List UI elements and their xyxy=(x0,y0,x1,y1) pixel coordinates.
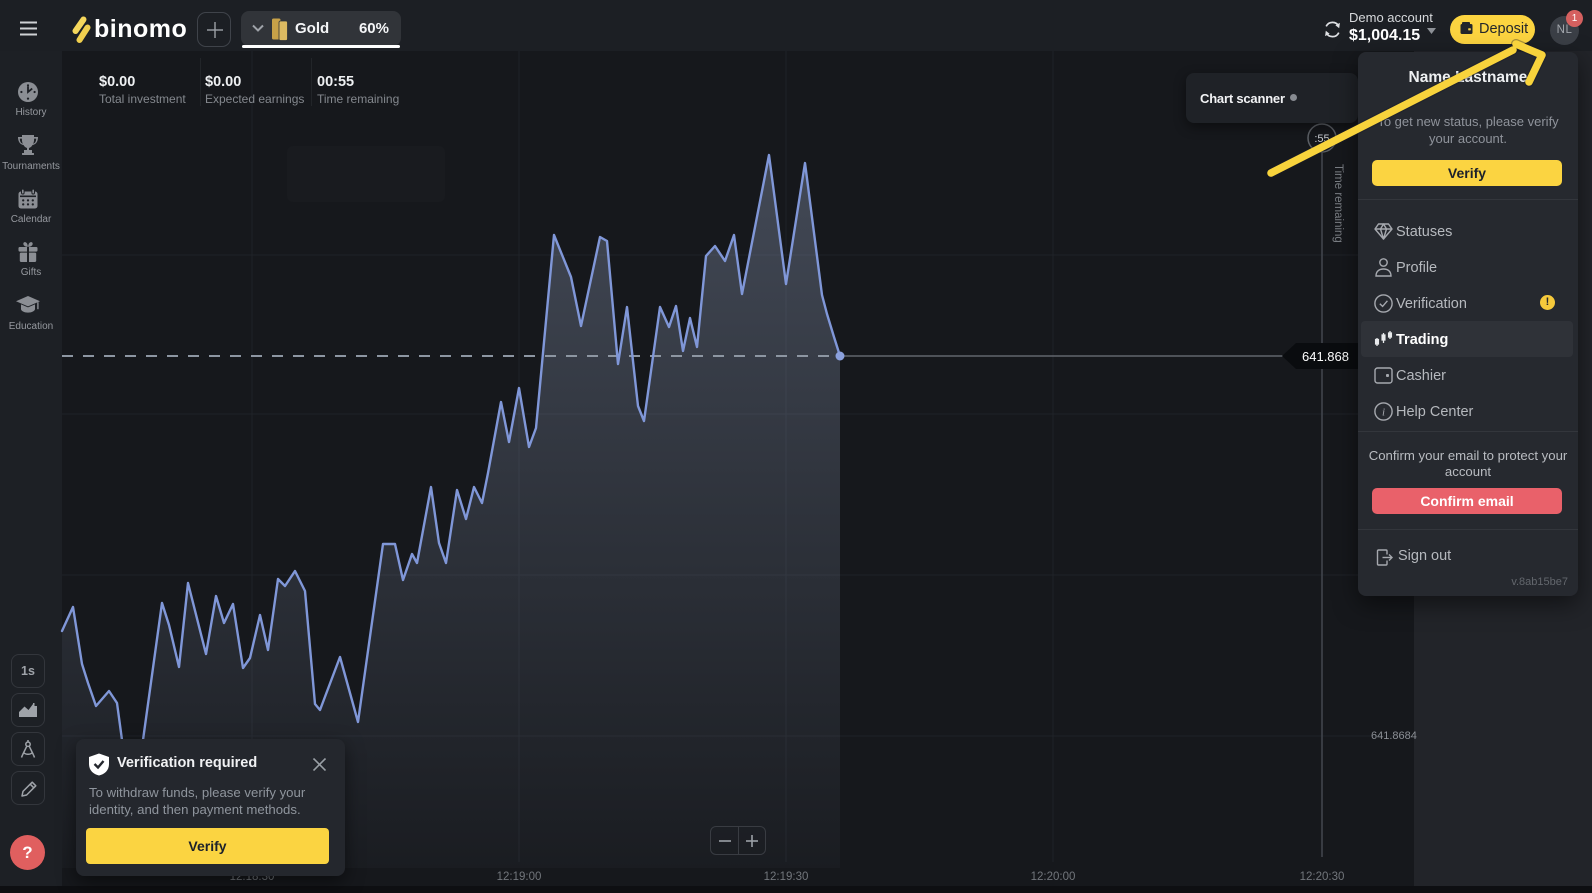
svg-text::55: :55 xyxy=(1314,133,1329,145)
svg-text:i: i xyxy=(1382,407,1385,419)
svg-text:641.868: 641.868 xyxy=(1302,349,1349,364)
